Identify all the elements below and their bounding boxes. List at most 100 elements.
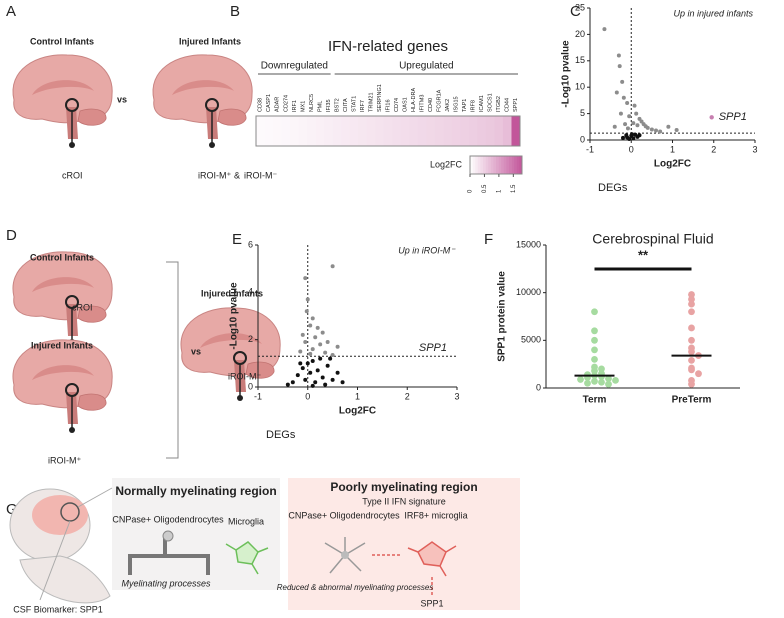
group-title: Injured Infants xyxy=(179,36,241,46)
colorbar-step xyxy=(485,156,489,174)
footer-label: DEGs xyxy=(266,429,296,441)
heat-cell xyxy=(341,116,350,146)
point xyxy=(645,125,650,130)
point xyxy=(688,356,695,364)
colorbar-step xyxy=(498,156,502,174)
y-tick-label: 2 xyxy=(248,334,253,344)
colorbar-tick-label: 1.5 xyxy=(511,184,517,193)
annotation: Up in injured infants xyxy=(673,8,753,18)
colorbar-step xyxy=(511,156,515,174)
gene-label: ITGB2 xyxy=(496,96,502,112)
point xyxy=(340,380,345,385)
heat-cell xyxy=(511,116,521,146)
heat-cell xyxy=(375,116,385,146)
point xyxy=(617,64,622,69)
y-tick-label: 5 xyxy=(580,108,585,118)
point xyxy=(330,264,335,269)
brain-cerebellum xyxy=(77,108,107,126)
cell-label: Microglia xyxy=(228,516,264,526)
brain-inner xyxy=(200,333,262,348)
colorbar-step xyxy=(496,156,499,174)
point xyxy=(303,276,308,281)
point xyxy=(631,136,636,141)
point xyxy=(335,344,340,349)
brain-cortex xyxy=(12,54,113,124)
point xyxy=(627,136,632,141)
panel-letter: E xyxy=(232,231,242,248)
colorbar-step xyxy=(488,156,492,174)
point xyxy=(688,291,695,298)
brain-cortex xyxy=(180,307,281,377)
heat-cell xyxy=(324,116,333,146)
x-tick-label: 2 xyxy=(711,144,716,154)
oligo-normal xyxy=(128,536,210,575)
gene-label: CASP1 xyxy=(266,94,272,112)
group-label: Upregulated xyxy=(399,61,453,72)
gene-label: NLRC5 xyxy=(309,94,315,112)
brain-cerebellum xyxy=(77,393,107,411)
y-tick-label: 5000 xyxy=(521,335,541,345)
point xyxy=(695,370,702,378)
brain-illustration xyxy=(12,251,113,345)
point xyxy=(621,135,625,140)
point xyxy=(335,370,340,375)
brain-illustration xyxy=(180,307,281,401)
heat-cell xyxy=(298,116,308,146)
panel-letter: B xyxy=(230,3,240,20)
roi-label: & xyxy=(234,170,240,180)
point xyxy=(303,340,308,345)
colorbar-step xyxy=(475,156,479,174)
point xyxy=(602,27,607,32)
colorbar-label: Log2FC xyxy=(430,159,463,169)
point xyxy=(614,90,619,95)
point xyxy=(598,365,605,373)
heat-cell xyxy=(264,116,274,146)
gene-label: CD74 xyxy=(394,98,400,112)
biomarker-label: CSF Biomarker: SPP1 xyxy=(13,604,103,614)
point xyxy=(621,95,626,100)
point xyxy=(323,382,328,387)
gene-label: ICAM1 xyxy=(479,95,485,112)
brain-cerebellum xyxy=(245,361,275,379)
gene-label: CD40 xyxy=(428,98,434,112)
point xyxy=(625,126,630,131)
brain-inner xyxy=(32,80,94,95)
x-tick-label: 1 xyxy=(670,144,675,154)
group-title: Control Infants xyxy=(30,36,94,46)
point xyxy=(627,114,632,119)
brain-inner xyxy=(32,365,94,380)
heat-cell xyxy=(426,116,436,146)
point xyxy=(310,383,315,388)
point xyxy=(320,375,325,380)
heat-cell xyxy=(256,116,265,146)
colorbar-step xyxy=(490,156,494,174)
point xyxy=(688,336,695,344)
point xyxy=(688,366,695,374)
heat-cell xyxy=(307,116,316,146)
brain-cortex xyxy=(12,339,113,409)
point xyxy=(654,128,658,133)
group-title: Control Infants xyxy=(30,252,94,262)
colorbar-step xyxy=(483,156,486,174)
region-title: Normally myelinating region xyxy=(115,484,276,498)
spp1-label: SPP1 xyxy=(420,598,443,608)
point xyxy=(310,316,315,321)
y-tick-label: 10000 xyxy=(516,287,541,297)
point xyxy=(637,133,642,138)
point xyxy=(623,122,628,127)
x-tick-label: 3 xyxy=(752,144,757,154)
point xyxy=(305,297,310,302)
point xyxy=(674,127,679,132)
vs-label: vs xyxy=(117,94,127,104)
point xyxy=(310,358,315,363)
colorbar-tick-label: 0.5 xyxy=(482,184,488,193)
colorbar-step xyxy=(493,156,497,174)
gene-label: STAT1 xyxy=(351,96,357,112)
y-tick-label: 0 xyxy=(248,381,253,391)
colorbar-frame xyxy=(469,155,523,175)
point xyxy=(605,380,612,388)
heat-cell xyxy=(281,116,291,146)
heat-cell xyxy=(485,116,495,146)
